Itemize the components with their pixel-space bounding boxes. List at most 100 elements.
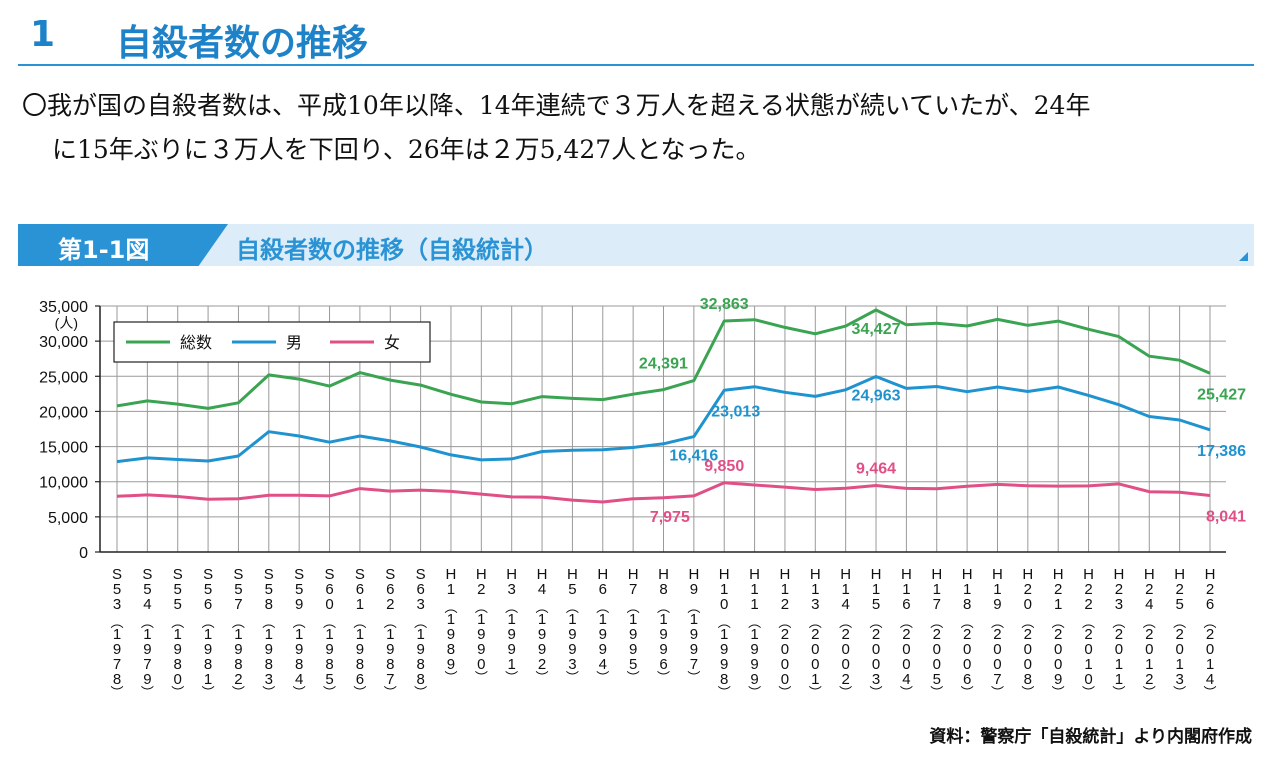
svg-text:1: 1 bbox=[902, 581, 910, 598]
svg-text:H: H bbox=[1083, 566, 1094, 583]
svg-text:H: H bbox=[597, 566, 608, 583]
figure-number: 第1-1図 bbox=[58, 236, 150, 264]
svg-text:9: 9 bbox=[204, 641, 212, 658]
svg-text:︵: ︵ bbox=[687, 600, 700, 615]
svg-text:6: 6 bbox=[963, 671, 971, 688]
svg-text:︵: ︵ bbox=[475, 600, 488, 615]
y-tick-label: 15,000 bbox=[39, 440, 88, 457]
svg-text:︶: ︶ bbox=[232, 685, 245, 700]
svg-text:H: H bbox=[931, 566, 942, 583]
svg-text:1: 1 bbox=[447, 581, 455, 598]
svg-text:1: 1 bbox=[811, 671, 819, 688]
svg-text:︵: ︵ bbox=[748, 615, 761, 630]
svg-text:2: 2 bbox=[811, 626, 819, 643]
svg-text:︶: ︶ bbox=[110, 685, 123, 700]
svg-text:3: 3 bbox=[568, 656, 576, 673]
data-label: 16,416 bbox=[669, 448, 718, 465]
svg-text:9: 9 bbox=[993, 596, 1001, 613]
svg-text:1: 1 bbox=[265, 626, 273, 643]
legend-label: 女 bbox=[384, 333, 400, 352]
svg-text:1: 1 bbox=[933, 581, 941, 598]
svg-text:0: 0 bbox=[1054, 656, 1062, 673]
svg-text:︶: ︶ bbox=[627, 670, 640, 685]
svg-text:S: S bbox=[173, 566, 183, 583]
svg-text:1: 1 bbox=[386, 626, 394, 643]
svg-text:5: 5 bbox=[325, 671, 333, 688]
y-tick-label: 5,000 bbox=[48, 510, 88, 527]
svg-text:1: 1 bbox=[872, 581, 880, 598]
svg-text:2: 2 bbox=[963, 626, 971, 643]
svg-text:S: S bbox=[385, 566, 395, 583]
svg-text:5: 5 bbox=[174, 581, 182, 598]
svg-text:9: 9 bbox=[690, 581, 698, 598]
data-label: 9,850 bbox=[704, 458, 744, 475]
svg-text:0: 0 bbox=[963, 641, 971, 658]
svg-text:9: 9 bbox=[447, 656, 455, 673]
data-label: 24,391 bbox=[639, 356, 688, 373]
svg-text:H: H bbox=[476, 566, 487, 583]
svg-text:S: S bbox=[355, 566, 365, 583]
corner-triangle-icon bbox=[1239, 252, 1248, 261]
svg-text:︶: ︶ bbox=[323, 685, 336, 700]
svg-text:8: 8 bbox=[174, 656, 182, 673]
svg-text:1: 1 bbox=[143, 626, 151, 643]
svg-text:H: H bbox=[506, 566, 517, 583]
svg-text:︵: ︵ bbox=[778, 615, 791, 630]
svg-text:2: 2 bbox=[1175, 581, 1183, 598]
svg-text:︶: ︶ bbox=[870, 685, 883, 700]
svg-text:︵: ︵ bbox=[414, 615, 427, 630]
svg-text:︵: ︵ bbox=[141, 615, 154, 630]
svg-text:3: 3 bbox=[1175, 671, 1183, 688]
svg-text:1: 1 bbox=[720, 626, 728, 643]
svg-text:︵: ︵ bbox=[202, 615, 215, 630]
svg-text:0: 0 bbox=[1145, 641, 1153, 658]
svg-text:1: 1 bbox=[963, 581, 971, 598]
svg-text:5: 5 bbox=[629, 656, 637, 673]
svg-text:5: 5 bbox=[113, 581, 121, 598]
data-label: 25,427 bbox=[1197, 386, 1246, 403]
svg-text:1: 1 bbox=[204, 671, 212, 688]
svg-text:4: 4 bbox=[538, 581, 546, 598]
svg-text:︶: ︶ bbox=[718, 685, 731, 700]
svg-text:H: H bbox=[567, 566, 578, 583]
svg-text:9: 9 bbox=[508, 626, 516, 643]
y-tick-label: 20,000 bbox=[39, 404, 88, 421]
svg-text:9: 9 bbox=[508, 641, 516, 658]
svg-text:︵: ︵ bbox=[1082, 615, 1095, 630]
svg-text:1: 1 bbox=[447, 611, 455, 628]
svg-text:︶: ︶ bbox=[262, 685, 275, 700]
svg-text:3: 3 bbox=[265, 671, 273, 688]
y-tick-label: 10,000 bbox=[39, 475, 88, 492]
svg-text:H: H bbox=[901, 566, 912, 583]
svg-text:H: H bbox=[658, 566, 669, 583]
legend-label: 総数 bbox=[180, 334, 212, 352]
series-line bbox=[116, 481, 1211, 504]
svg-text:5: 5 bbox=[234, 581, 242, 598]
svg-text:1: 1 bbox=[1145, 656, 1153, 673]
svg-text:7: 7 bbox=[933, 596, 941, 613]
svg-text:9: 9 bbox=[690, 641, 698, 658]
svg-text:︵: ︵ bbox=[293, 615, 306, 630]
svg-text:2: 2 bbox=[1145, 626, 1153, 643]
y-tick-label: 0 bbox=[79, 545, 88, 562]
svg-text:0: 0 bbox=[993, 656, 1001, 673]
svg-text:9: 9 bbox=[568, 641, 576, 658]
svg-text:9: 9 bbox=[599, 641, 607, 658]
svg-text:H: H bbox=[871, 566, 882, 583]
svg-text:4: 4 bbox=[599, 656, 607, 673]
svg-text:︵: ︵ bbox=[536, 600, 549, 615]
svg-text:4: 4 bbox=[143, 596, 151, 613]
svg-text:︵: ︵ bbox=[353, 615, 366, 630]
svg-text:H: H bbox=[446, 566, 457, 583]
svg-text:H: H bbox=[719, 566, 730, 583]
